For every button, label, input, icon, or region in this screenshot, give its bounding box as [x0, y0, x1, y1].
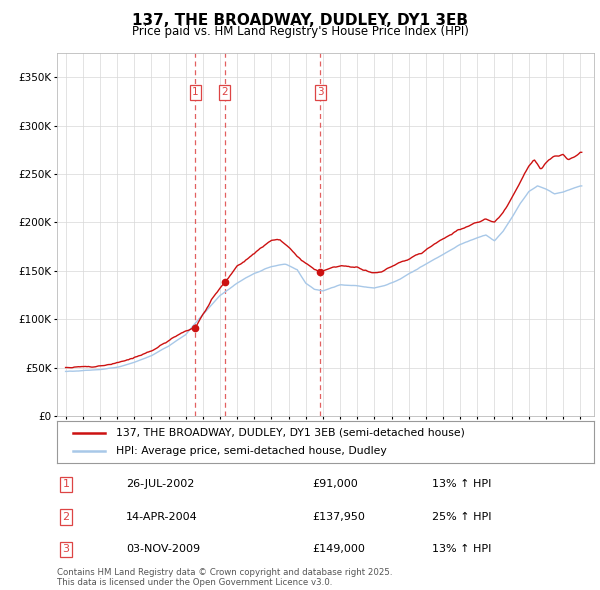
Text: HPI: Average price, semi-detached house, Dudley: HPI: Average price, semi-detached house,… — [116, 446, 387, 456]
Text: 2: 2 — [62, 512, 70, 522]
Text: 13% ↑ HPI: 13% ↑ HPI — [432, 480, 491, 489]
Text: Contains HM Land Registry data © Crown copyright and database right 2025.
This d: Contains HM Land Registry data © Crown c… — [57, 568, 392, 587]
Text: 137, THE BROADWAY, DUDLEY, DY1 3EB (semi-detached house): 137, THE BROADWAY, DUDLEY, DY1 3EB (semi… — [116, 428, 465, 438]
Text: £149,000: £149,000 — [312, 545, 365, 554]
Text: 3: 3 — [62, 545, 70, 554]
Text: 2: 2 — [221, 87, 228, 97]
Text: 137, THE BROADWAY, DUDLEY, DY1 3EB: 137, THE BROADWAY, DUDLEY, DY1 3EB — [132, 13, 468, 28]
Text: 03-NOV-2009: 03-NOV-2009 — [126, 545, 200, 554]
Text: 1: 1 — [62, 480, 70, 489]
Text: Price paid vs. HM Land Registry's House Price Index (HPI): Price paid vs. HM Land Registry's House … — [131, 25, 469, 38]
Text: 26-JUL-2002: 26-JUL-2002 — [126, 480, 194, 489]
Text: 1: 1 — [192, 87, 199, 97]
Text: £137,950: £137,950 — [312, 512, 365, 522]
Text: 13% ↑ HPI: 13% ↑ HPI — [432, 545, 491, 554]
Text: 3: 3 — [317, 87, 323, 97]
Text: 25% ↑ HPI: 25% ↑ HPI — [432, 512, 491, 522]
Text: 14-APR-2004: 14-APR-2004 — [126, 512, 198, 522]
Text: £91,000: £91,000 — [312, 480, 358, 489]
